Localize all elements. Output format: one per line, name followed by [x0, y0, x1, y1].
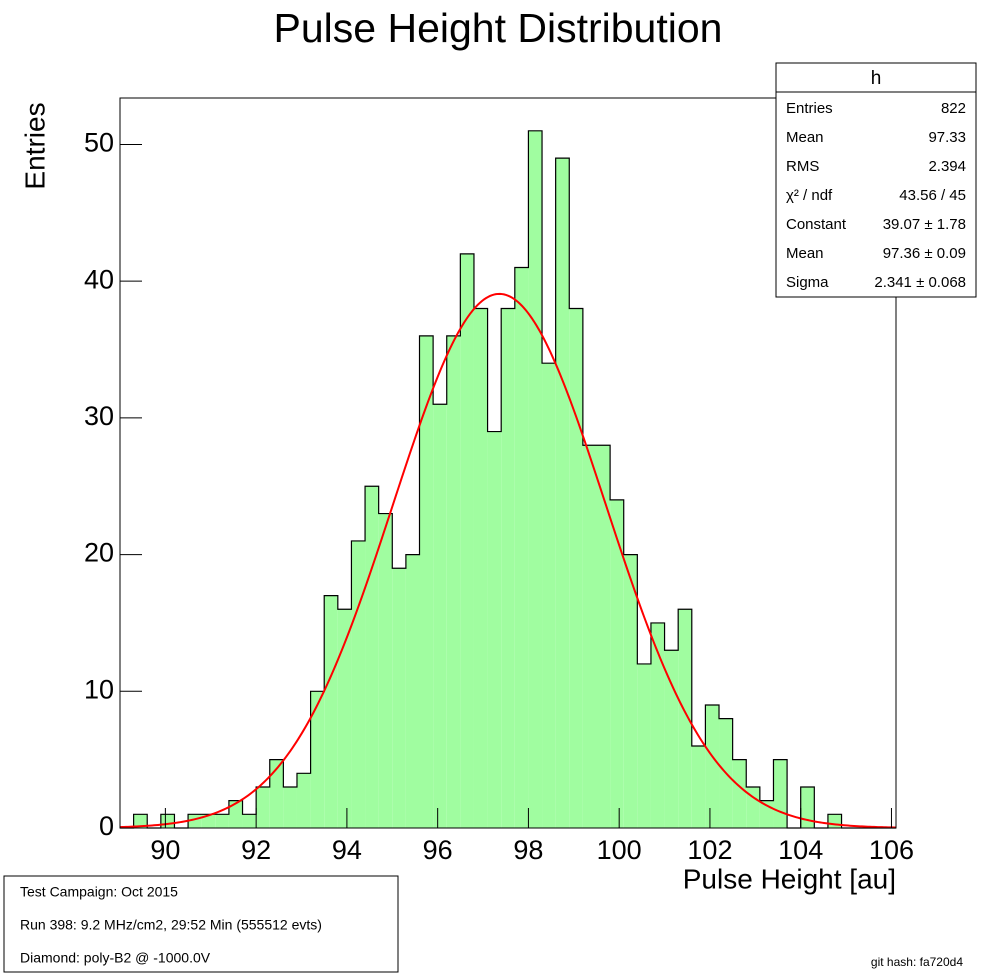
- x-tick-label: 102: [687, 835, 732, 865]
- bar: [773, 759, 788, 828]
- bar: [623, 554, 638, 828]
- x-tick-label: 92: [241, 835, 271, 865]
- bar: [732, 759, 747, 828]
- histogram-outline: [120, 130, 896, 829]
- bar: [460, 253, 474, 828]
- bar: [691, 745, 706, 828]
- bar: [133, 814, 148, 828]
- bar: [283, 786, 297, 828]
- bar: [664, 650, 679, 828]
- x-tick-label: 94: [332, 835, 362, 865]
- y-tick-label: 50: [84, 128, 114, 158]
- bar: [337, 609, 352, 828]
- x-tick-label: 100: [597, 835, 642, 865]
- bar: [705, 704, 720, 828]
- y-tick-label: 10: [84, 674, 114, 704]
- info-line: Diamond: poly-B2 @ -1000.0V: [20, 950, 211, 966]
- x-tick-label: 106: [869, 835, 914, 865]
- bar: [365, 486, 379, 828]
- bar: [827, 814, 842, 828]
- stats-value: 2.341 ± 0.068: [874, 274, 966, 291]
- bar: [610, 499, 624, 828]
- bar: [256, 786, 270, 828]
- y-tick-label: 40: [84, 264, 114, 294]
- bar: [433, 404, 447, 828]
- fit-curve: [119, 292, 897, 829]
- footer: git hash: fa720d4: [871, 955, 963, 969]
- stats-label: χ² / ndf: [786, 187, 833, 204]
- stats-title: h: [871, 68, 882, 89]
- x-tick-label: 90: [150, 835, 180, 865]
- plot-frame: [119, 97, 897, 829]
- bar: [800, 786, 815, 828]
- x-tick-label: 98: [513, 835, 543, 865]
- bar: [310, 691, 325, 828]
- bar: [392, 568, 406, 828]
- x-tick-label: 104: [778, 835, 823, 865]
- bar: [351, 540, 366, 828]
- bar: [514, 267, 529, 828]
- bar: [296, 773, 311, 828]
- bar: [242, 814, 257, 828]
- bar: [746, 786, 760, 828]
- bar: [160, 814, 175, 828]
- chart-title: Pulse Height Distribution: [274, 5, 723, 51]
- stats-label: Sigma: [786, 274, 829, 291]
- x-tick-label: 96: [423, 835, 453, 865]
- bar: [215, 814, 229, 828]
- bar: [269, 759, 284, 828]
- bar: [528, 130, 543, 829]
- stats-value: 2.394: [928, 158, 966, 175]
- bar: [582, 445, 597, 828]
- bar: [596, 445, 611, 828]
- bar: [501, 308, 515, 828]
- bar: [569, 308, 583, 828]
- stats-value: 822: [941, 100, 966, 117]
- stats-label: RMS: [786, 158, 819, 175]
- x-axis-label: Pulse Height [au]: [683, 863, 896, 894]
- y-tick-label: 30: [84, 401, 114, 431]
- bar: [555, 158, 570, 829]
- info-box: [3, 875, 399, 973]
- bar: [228, 800, 243, 828]
- bar: [542, 363, 556, 828]
- bar: [637, 663, 651, 828]
- bar: [324, 595, 338, 828]
- bar: [678, 609, 692, 828]
- bar: [473, 308, 488, 828]
- stats-label: Mean: [786, 129, 824, 146]
- stats-label: Constant: [786, 216, 847, 233]
- bar: [446, 335, 461, 828]
- bar: [419, 335, 434, 828]
- bar: [201, 814, 216, 828]
- stats-label: Entries: [786, 100, 833, 117]
- stats-value: 97.36 ± 0.09: [883, 245, 966, 262]
- stats-value: 43.56 / 45: [899, 187, 966, 204]
- y-tick-label: 20: [84, 538, 114, 568]
- info-line: Run 398: 9.2 MHz/cm2, 29:52 Min (555512 …: [20, 917, 322, 933]
- bar: [378, 513, 393, 828]
- bar: [405, 554, 420, 828]
- stats-box: [775, 62, 977, 298]
- info-line: Test Campaign: Oct 2015: [20, 884, 178, 900]
- y-axis-label: Entries: [19, 102, 50, 189]
- bar: [650, 622, 665, 828]
- stats-label: Mean: [786, 245, 824, 262]
- stats-value: 39.07 ± 1.78: [883, 216, 966, 233]
- stats-value: 97.33: [928, 129, 966, 146]
- y-tick-label: 0: [99, 811, 114, 841]
- bar: [487, 431, 502, 828]
